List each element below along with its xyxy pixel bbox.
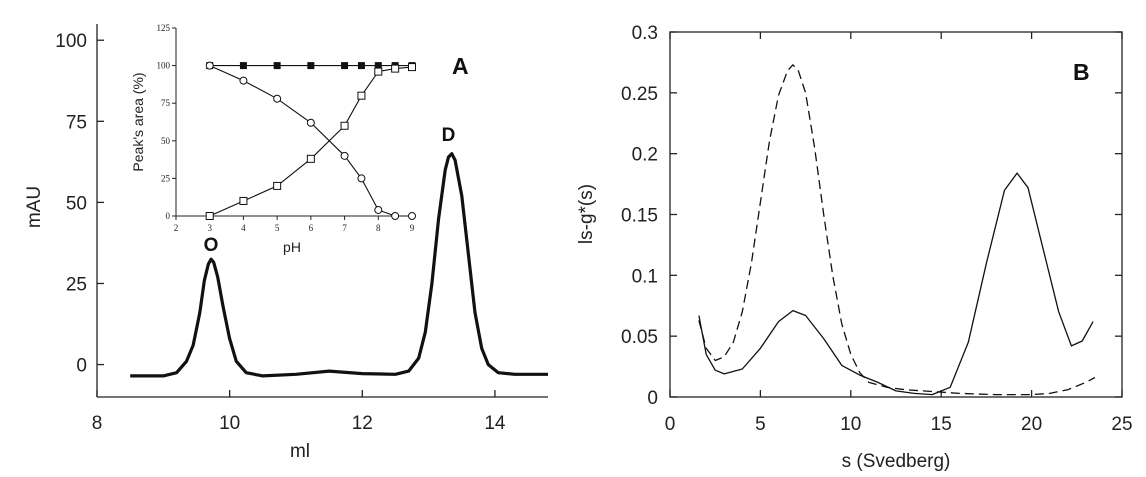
panel-a-y-tick-label: 25: [66, 274, 87, 295]
panel-b-y-tick-label: 0.1: [632, 266, 658, 287]
inset-point-open-square: [205, 212, 214, 220]
panel-a-label: A: [452, 53, 469, 79]
inset-point-open-square: [340, 121, 349, 130]
inset-point-open-circle: [357, 174, 366, 183]
panel-b-y-tick-label: 0.2: [632, 145, 658, 166]
panel-a-x-tick-label: 14: [484, 413, 506, 434]
inset-series-line: [209, 66, 413, 217]
inset-x-tick-label: 7: [342, 223, 347, 233]
panel-a-y-label: mAU: [24, 186, 45, 228]
inset-x-tick-label: 6: [309, 223, 314, 233]
panel-a-y-tick-label: 50: [66, 193, 87, 214]
inset-point-open-circle: [374, 205, 383, 214]
inset-y-tick-label: 75: [161, 98, 171, 108]
inset-point-filled-square: [307, 62, 315, 70]
panel-a-x-tick-label: 10: [219, 413, 240, 434]
inset-point-open-circle: [273, 94, 282, 103]
inset-point-open-circle: [239, 76, 248, 85]
panel-a-y-tick-label: 0: [76, 356, 87, 377]
inset-point-filled-square: [273, 62, 281, 70]
panel-b-x-tick-label: 25: [1111, 414, 1132, 435]
panel-b-x-label: s (Svedberg): [842, 451, 951, 472]
panel-b-x-tick-label: 5: [755, 414, 766, 435]
inset-point-open-square: [357, 91, 366, 100]
inset-y-label: Peak's area (%): [130, 72, 146, 171]
panel-b-x-tick-label: 0: [665, 414, 676, 435]
inset-point-filled-square: [341, 62, 349, 70]
panel-b-y-tick-label: 0.15: [621, 206, 658, 227]
inset-point-filled-square: [239, 62, 247, 70]
inset-point-open-square: [306, 154, 315, 163]
panel-b-x-tick-label: 15: [931, 414, 952, 435]
inset-x-tick-label: 9: [410, 223, 415, 233]
panel-b-y-tick-label: 0.05: [621, 327, 658, 348]
panel-a-x-tick-label: 12: [352, 413, 373, 434]
inset-point-open-square: [374, 67, 383, 76]
panel-a-y-tick-label: 100: [55, 31, 87, 52]
inset-x-tick-label: 3: [207, 223, 212, 233]
panel-b: 0 5 10 15 20 25 0 0.05 0.1 0.15 0.2 0.25 0.3 s (Sved…: [576, 23, 1133, 472]
inset-point-filled-square: [357, 62, 365, 70]
inset-y-tick-label: 100: [157, 61, 171, 71]
panel-a-y-tick-label: 75: [66, 112, 87, 133]
panel-b-y-tick-label: 0: [647, 388, 658, 409]
inset-y-tick-label: 25: [161, 173, 171, 183]
inset-x-label: pH: [283, 239, 301, 255]
panel-b-y-tick-label: 0.25: [621, 84, 658, 105]
panel-a-x-tick-label: 8: [92, 413, 103, 434]
panel-b-x-tick-label: 20: [1021, 414, 1042, 435]
panel-b-frame: [669, 31, 1123, 398]
inset-x-tick-label: 2: [174, 223, 179, 233]
panel-b-series-solid: [698, 172, 1094, 396]
inset-series-line: [209, 65, 412, 217]
inset-point-open-circle: [340, 151, 349, 160]
inset-x-tick-label: 8: [376, 223, 381, 233]
panel-b-label: B: [1073, 59, 1090, 85]
inset-point-open-circle: [306, 118, 315, 127]
panel-a-peak-label: O: [204, 235, 219, 256]
panel-a-series-line: [130, 152, 548, 378]
inset-point-open-square: [391, 64, 400, 73]
panel-b-y-label: ls-g*(s): [576, 184, 597, 244]
inset-point-open-circle: [408, 212, 416, 220]
panel-b-y-tick-label: 0.3: [632, 23, 658, 44]
inset-x-tick-label: 4: [241, 223, 246, 233]
inset-point-open-square: [239, 196, 248, 205]
inset-y-tick-label: 125: [157, 23, 171, 33]
panel-a-peak-label: D: [442, 125, 456, 146]
panel-b-x-tick-label: 10: [840, 414, 861, 435]
inset-x-tick-label: 5: [275, 223, 280, 233]
inset-point-open-square: [273, 181, 282, 190]
inset-point-open-square: [408, 63, 416, 72]
inset-y-tick-label: 0: [166, 211, 171, 221]
inset-point-open-circle: [205, 61, 214, 70]
panel-b-series-dashed: [698, 64, 1096, 396]
inset-chart: 2 3 4 5 6 7 8 9 0 25 50 75 100 125 pH Peak's area (%): [130, 23, 416, 255]
inset-y-tick-label: 50: [161, 136, 171, 146]
inset-point-open-circle: [391, 212, 400, 220]
panel-a-x-label: ml: [290, 441, 310, 462]
